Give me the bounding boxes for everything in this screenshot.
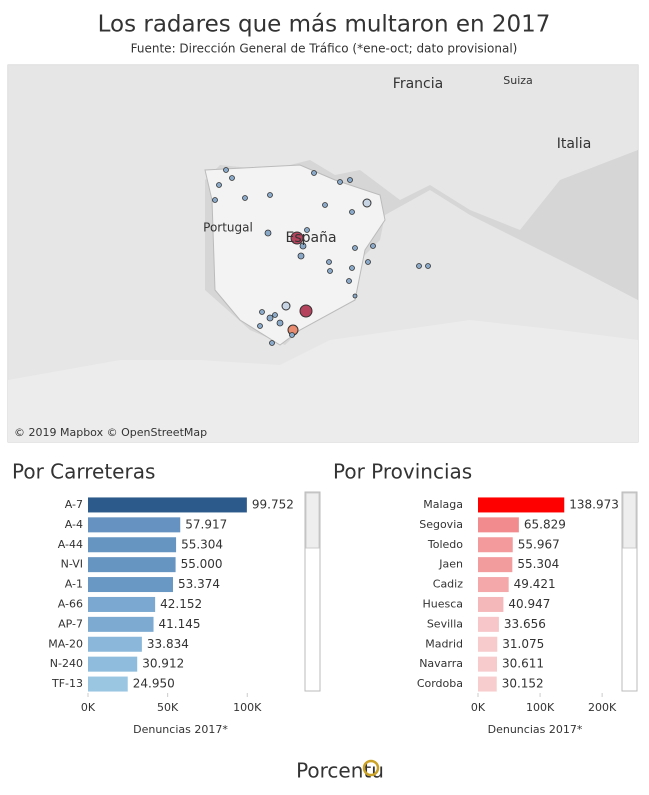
bar	[88, 596, 156, 612]
category-label: A-4	[65, 518, 83, 531]
value-label: 57.917	[185, 517, 227, 531]
bar	[478, 656, 497, 672]
bar	[88, 517, 181, 533]
bar	[478, 517, 519, 533]
bar	[88, 676, 128, 692]
bar	[478, 577, 509, 593]
category-label: N-VI	[61, 558, 83, 571]
category-label: Huesca	[422, 597, 463, 610]
value-label: 53.374	[178, 577, 220, 591]
category-label: Madrid	[425, 637, 463, 650]
value-label: 24.950	[133, 677, 175, 691]
bar	[478, 676, 497, 692]
bar	[88, 577, 174, 593]
value-label: 30.152	[502, 677, 544, 691]
map-label: Francia	[393, 76, 443, 92]
bar	[478, 596, 504, 612]
value-label: 30.611	[502, 657, 544, 671]
bar	[88, 616, 154, 632]
map-label: España	[285, 230, 336, 246]
category-label: N-240	[50, 657, 83, 670]
category-label: Segovia	[419, 518, 463, 531]
value-label: 49.421	[514, 577, 556, 591]
bar	[88, 537, 177, 553]
title: Los radares que más multaron en 2017	[98, 12, 551, 38]
footer-logo: Porcentu	[296, 759, 384, 783]
bar	[88, 497, 247, 513]
value-label: 40.947	[508, 597, 550, 611]
category-label: AP-7	[58, 617, 83, 630]
category-label: Cadiz	[433, 578, 463, 591]
x-tick-label: 0K	[471, 701, 486, 714]
x-tick-label: 100K	[233, 701, 262, 714]
bar	[478, 497, 565, 513]
category-label: Malaga	[423, 498, 463, 511]
category-label: A-1	[65, 578, 83, 591]
chart-title: Por Carreteras	[12, 460, 155, 484]
value-label: 55.967	[518, 537, 560, 551]
value-label: 65.829	[524, 517, 566, 531]
value-label: 30.912	[142, 657, 184, 671]
value-label: 138.973	[569, 497, 619, 511]
bar	[478, 636, 498, 652]
bar	[88, 636, 142, 652]
category-label: Sevilla	[427, 617, 463, 630]
bar	[478, 557, 513, 573]
category-label: Cordoba	[417, 677, 463, 690]
map-label: Italia	[557, 136, 592, 152]
scrollbar-thumb	[622, 492, 637, 549]
x-tick-label: 0K	[81, 701, 96, 714]
value-label: 55.304	[181, 537, 223, 551]
x-axis-title: Denuncias 2017*	[488, 723, 583, 736]
bar	[478, 616, 499, 632]
value-label: 33.834	[147, 637, 189, 651]
value-label: 99.752	[252, 497, 294, 511]
x-tick-label: 50K	[157, 701, 179, 714]
bar	[478, 537, 513, 553]
map-attribution: © 2019 Mapbox © OpenStreetMap	[14, 426, 207, 439]
chart-title: Por Provincias	[333, 460, 472, 484]
value-label: 55.000	[181, 557, 223, 571]
category-label: A-66	[58, 597, 83, 610]
x-tick-label: 100K	[526, 701, 555, 714]
category-label: A-7	[65, 498, 83, 511]
value-label: 33.656	[504, 617, 546, 631]
category-label: TF-13	[51, 677, 83, 690]
bar	[88, 656, 138, 672]
category-label: Jaen	[438, 558, 463, 571]
category-label: A-44	[58, 538, 83, 551]
x-tick-label: 200K	[588, 701, 617, 714]
bar	[88, 557, 176, 573]
category-label: MA-20	[48, 637, 83, 650]
x-axis-title: Denuncias 2017*	[133, 723, 228, 736]
scrollbar-thumb	[305, 492, 320, 549]
value-label: 55.304	[517, 557, 559, 571]
value-label: 31.075	[502, 637, 544, 651]
value-label: 41.145	[159, 617, 201, 631]
category-label: Navarra	[419, 657, 463, 670]
subtitle: Fuente: Dirección General de Tráfico (*e…	[131, 42, 518, 56]
map-label: Suiza	[503, 74, 533, 87]
value-label: 42.152	[160, 597, 202, 611]
map-label: Portugal	[203, 221, 253, 235]
category-label: Toledo	[427, 538, 463, 551]
map: Francia Portugal España Italia Suiza © 2…	[7, 64, 639, 443]
